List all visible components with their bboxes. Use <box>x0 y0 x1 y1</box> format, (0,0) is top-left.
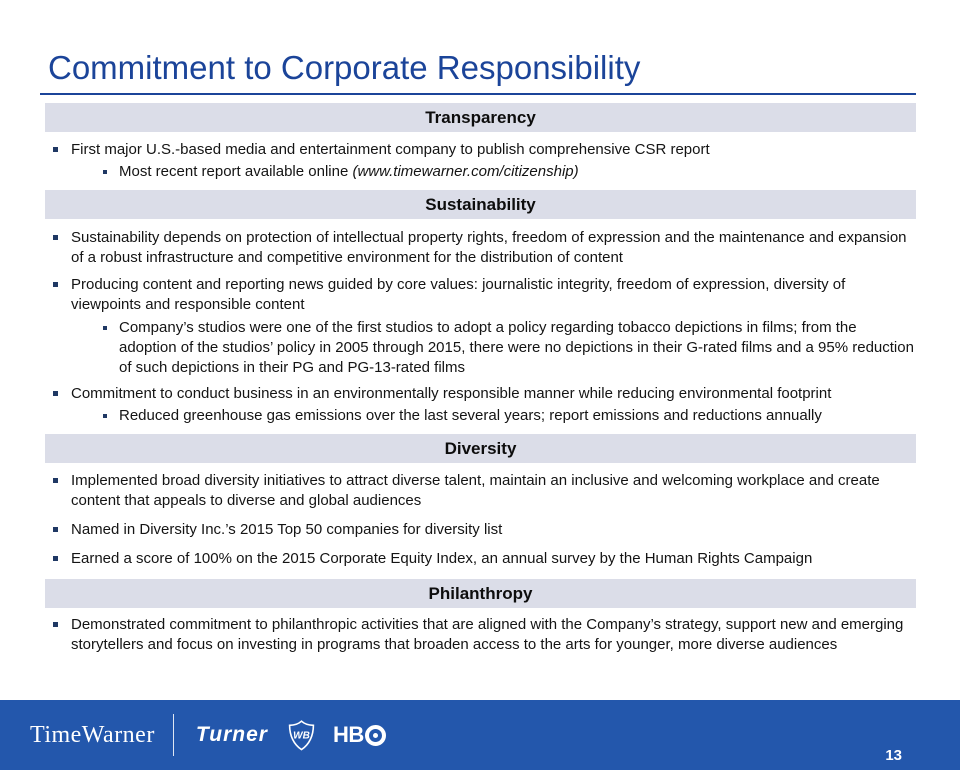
bullet-item: Producing content and reporting news gui… <box>45 275 916 315</box>
page-number: 13 <box>885 747 902 764</box>
bullet-square-icon <box>53 235 58 241</box>
bullet-item: Commitment to conduct business in an env… <box>45 384 916 404</box>
footer-bar: TimeWarner Turner WB HB 13 <box>0 700 960 770</box>
bullet-item: Demonstrated commitment to philanthropic… <box>45 615 916 655</box>
bullet-square-icon <box>103 170 107 175</box>
bullet-square-icon <box>53 527 58 533</box>
warner-bros-shield-icon: WB <box>288 719 315 751</box>
title-underline <box>40 93 916 96</box>
section-header-sustainability: Sustainability <box>45 190 916 220</box>
svg-text:WB: WB <box>293 730 310 741</box>
bullet-text: Sustainability depends on protection of … <box>71 229 907 267</box>
logo-divider <box>172 714 174 756</box>
hbo-o-icon <box>364 724 386 746</box>
bullet-text: Earned a score of 100% on the 2015 Corpo… <box>71 550 813 568</box>
bullet-square-icon <box>53 478 58 484</box>
bullet-item: First major U.S.-based media and enterta… <box>45 140 916 160</box>
bullet-text: Implemented broad diversity initiatives … <box>71 472 880 510</box>
bullet-square-icon <box>103 326 107 331</box>
bullet-text-url: (www.timewarner.com/citizenship) <box>352 163 579 181</box>
bullet-text: Company’s studios were one of the first … <box>119 319 914 377</box>
bullet-text: Reduced greenhouse gas emissions over th… <box>119 407 822 425</box>
bullet-square-icon <box>103 414 107 419</box>
hbo-logo: HB <box>333 722 386 748</box>
bullet-square-icon <box>53 282 58 288</box>
bullet-square-icon <box>53 622 58 628</box>
bullet-item: Sustainability depends on protection of … <box>45 228 916 268</box>
bullet-text: Producing content and reporting news gui… <box>71 276 846 314</box>
bullet-item: Company’s studios were one of the first … <box>45 318 916 378</box>
slide-body: Transparency First major U.S.-based medi… <box>45 103 916 655</box>
bullet-item: Implemented broad diversity initiatives … <box>45 471 916 511</box>
hbo-letters: HB <box>332 722 364 747</box>
bullet-item: Named in Diversity Inc.’s 2015 Top 50 co… <box>45 520 916 540</box>
timewarner-logo: TimeWarner <box>30 721 155 748</box>
bullet-item: Reduced greenhouse gas emissions over th… <box>45 406 916 426</box>
bullet-item: Most recent report available online (www… <box>45 162 916 182</box>
bullet-text: Named in Diversity Inc.’s 2015 Top 50 co… <box>71 521 503 539</box>
bullet-text: First major U.S.-based media and enterta… <box>71 141 710 159</box>
turner-logo: Turner <box>195 723 268 746</box>
logo-strip: TimeWarner Turner WB HB <box>30 714 386 756</box>
bullet-text-normal: Most recent report available online <box>119 163 353 181</box>
bullet-square-icon <box>53 556 58 562</box>
bullet-text: Most recent report available online (www… <box>119 163 579 180</box>
section-header-transparency: Transparency <box>45 103 916 133</box>
section-header-diversity: Diversity <box>45 434 916 464</box>
bullet-square-icon <box>53 147 58 153</box>
bullet-item: Earned a score of 100% on the 2015 Corpo… <box>45 549 916 569</box>
section-header-philanthropy: Philanthropy <box>45 579 916 609</box>
page-title: Commitment to Corporate Responsibility <box>48 49 641 86</box>
bullet-text: Commitment to conduct business in an env… <box>71 385 832 403</box>
bullet-square-icon <box>53 391 58 397</box>
bullet-text: Demonstrated commitment to philanthropic… <box>71 616 904 654</box>
